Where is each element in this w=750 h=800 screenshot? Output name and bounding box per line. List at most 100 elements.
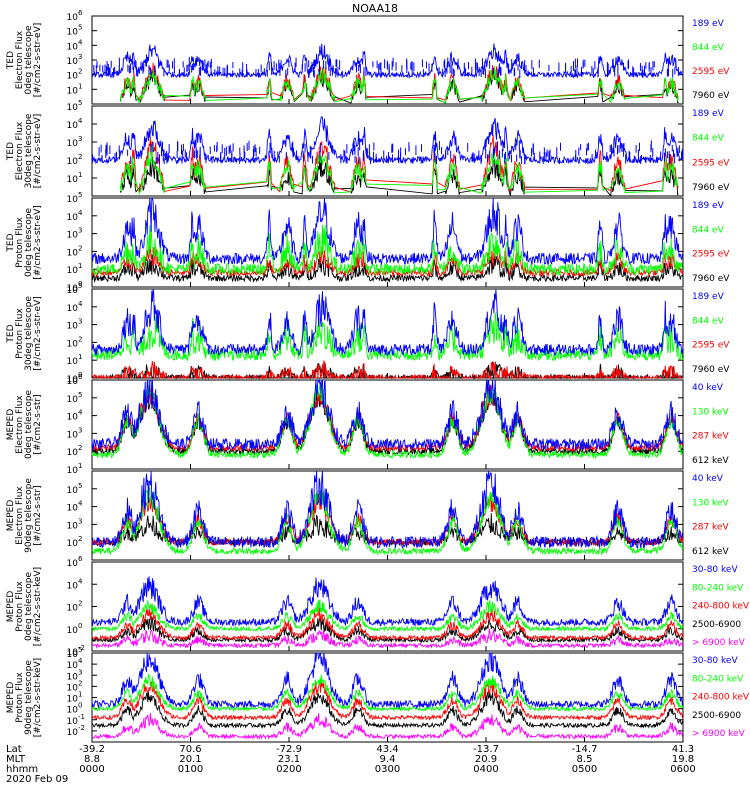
series-line (91, 576, 684, 628)
y-tick-label: 10 (67, 231, 79, 241)
x-tick-label-lat: -14.7 (572, 744, 598, 755)
y-tick-label: 10 (67, 266, 79, 276)
series-blue (91, 378, 684, 451)
y-axis-label: Electron Flux (15, 121, 25, 180)
legend-entry: 7960 eV (692, 183, 730, 193)
y-axis-label: [#/cm2-s-str] (33, 394, 43, 454)
y-axis-label: 90deg telescope (24, 660, 34, 735)
panel-frame (91, 288, 684, 379)
y-tick-exponent: 5 (78, 24, 82, 32)
series-green (91, 599, 684, 633)
x-tick-label-lat: -39.2 (79, 744, 105, 755)
time-axis: Lat MLT hhmm 2020 Feb 09 -39.28.8000070.… (6, 99, 696, 785)
y-tick-exponent: 2 (78, 335, 82, 343)
y-tick-label: 10 (67, 42, 79, 52)
y-tick-label: 10 (67, 286, 79, 296)
y-tick-exponent: 1 (78, 353, 82, 361)
series-line (119, 69, 679, 104)
series-line (91, 244, 684, 278)
y-tick-exponent: 3 (78, 426, 82, 434)
y-axis-label: [#/cm2-s-str] (33, 485, 43, 545)
y-tick-exponent: 2 (78, 600, 82, 608)
y-tick-label: 10 (67, 604, 79, 614)
legend-entry: 80-240 keV (692, 674, 744, 684)
y-tick-exponent: 5 (78, 191, 82, 199)
y-axis-label: [#/cm2-s-str-eV] (33, 114, 43, 189)
panel-frame (91, 105, 684, 197)
y-tick-label: 10 (67, 539, 79, 549)
y-tick-exponent: 3 (78, 318, 82, 326)
legend-entry: 287 keV (692, 432, 729, 442)
y-axis-label: Electron Flux (15, 486, 25, 545)
legend-entry: 2595 eV (692, 67, 730, 77)
legend-entry: > 6900 keV (692, 729, 746, 739)
y-tick-exponent: 4 (78, 300, 83, 308)
series-green (91, 486, 684, 556)
y-axis-label: Electron Flux (15, 30, 25, 89)
y-tick-exponent: 5 (78, 646, 82, 654)
y-tick-exponent: -1 (78, 713, 85, 721)
series-line (91, 253, 684, 283)
x-tick-label-hhmm: 0000 (79, 764, 104, 775)
legend-entry: 287 keV (692, 523, 729, 533)
x-tick-label-hhmm: 0100 (178, 764, 203, 775)
y-axis-label: 30deg telescope (24, 296, 34, 371)
y-tick-label: 10 (67, 728, 79, 738)
legend-entry: 2500-6900 (692, 711, 741, 721)
y-tick-label: 10 (67, 103, 79, 113)
series-line (91, 712, 684, 741)
x-tick-label-lat: -13.7 (473, 744, 499, 755)
y-tick-exponent: 1 (78, 262, 82, 270)
legend-entry: 7960 eV (692, 274, 730, 284)
y-tick-exponent: 1 (78, 82, 82, 90)
y-axis-label: [#/cm2-s-str-keV] (33, 658, 43, 737)
series-line (119, 156, 679, 198)
y-axis-label: [#/cm2-s-str-eV] (33, 296, 43, 371)
series-line (91, 222, 684, 277)
y-tick-exponent: 2 (78, 679, 82, 687)
legend-entry: 40 keV (692, 383, 724, 393)
y-axis-label: 90deg telescope (24, 478, 34, 553)
series-blue (91, 116, 684, 165)
y-tick-label: 10 (67, 648, 79, 658)
y-tick-label: 10 (67, 430, 79, 440)
y-axis-label: MEPED (6, 591, 16, 623)
y-tick-label: 10 (67, 28, 79, 38)
y-tick-label: 10 (67, 175, 79, 185)
series-red (91, 490, 684, 548)
legend-entry: 612 keV (692, 547, 729, 557)
y-tick-exponent: 0 (78, 702, 82, 710)
legend-entry: 844 eV (692, 316, 725, 326)
y-tick-label: 10 (67, 581, 79, 591)
y-axis-label: 0deg telescope (24, 572, 34, 642)
series-black (119, 69, 679, 104)
y-tick-exponent: 3 (78, 668, 82, 676)
legend-entry: 2595 eV (692, 250, 730, 260)
legend-entry: 844 eV (692, 134, 725, 144)
y-axis-label: [#/cm2-s-str-eV] (33, 205, 43, 280)
x-tick-label-lat: 70.6 (179, 744, 201, 755)
axis-row-label-lat: Lat (6, 744, 22, 755)
y-tick-label: 10 (67, 304, 79, 314)
series-line (91, 652, 684, 710)
y-tick-exponent: 3 (78, 53, 82, 61)
series-line (91, 490, 684, 548)
axis-row-label-mlt: MLT (6, 754, 26, 765)
x-tick-label-lat: 43.4 (376, 744, 398, 755)
y-tick-exponent: 6 (78, 373, 83, 381)
y-tick-label: 10 (67, 339, 79, 349)
series-line (91, 116, 684, 165)
series-line (119, 145, 679, 195)
x-tick-label-mlt: 9.4 (380, 754, 396, 765)
y-tick-label: 10 (67, 695, 79, 705)
y-tick-exponent: 5 (78, 282, 82, 290)
y-tick-label: 10 (67, 559, 79, 569)
legend-entry: 189 eV (692, 201, 725, 211)
y-axis-label: [#/cm2-s-str-keV] (33, 567, 43, 646)
x-tick-label-mlt: 20.1 (179, 754, 201, 765)
y-tick-exponent: 0 (78, 280, 82, 288)
